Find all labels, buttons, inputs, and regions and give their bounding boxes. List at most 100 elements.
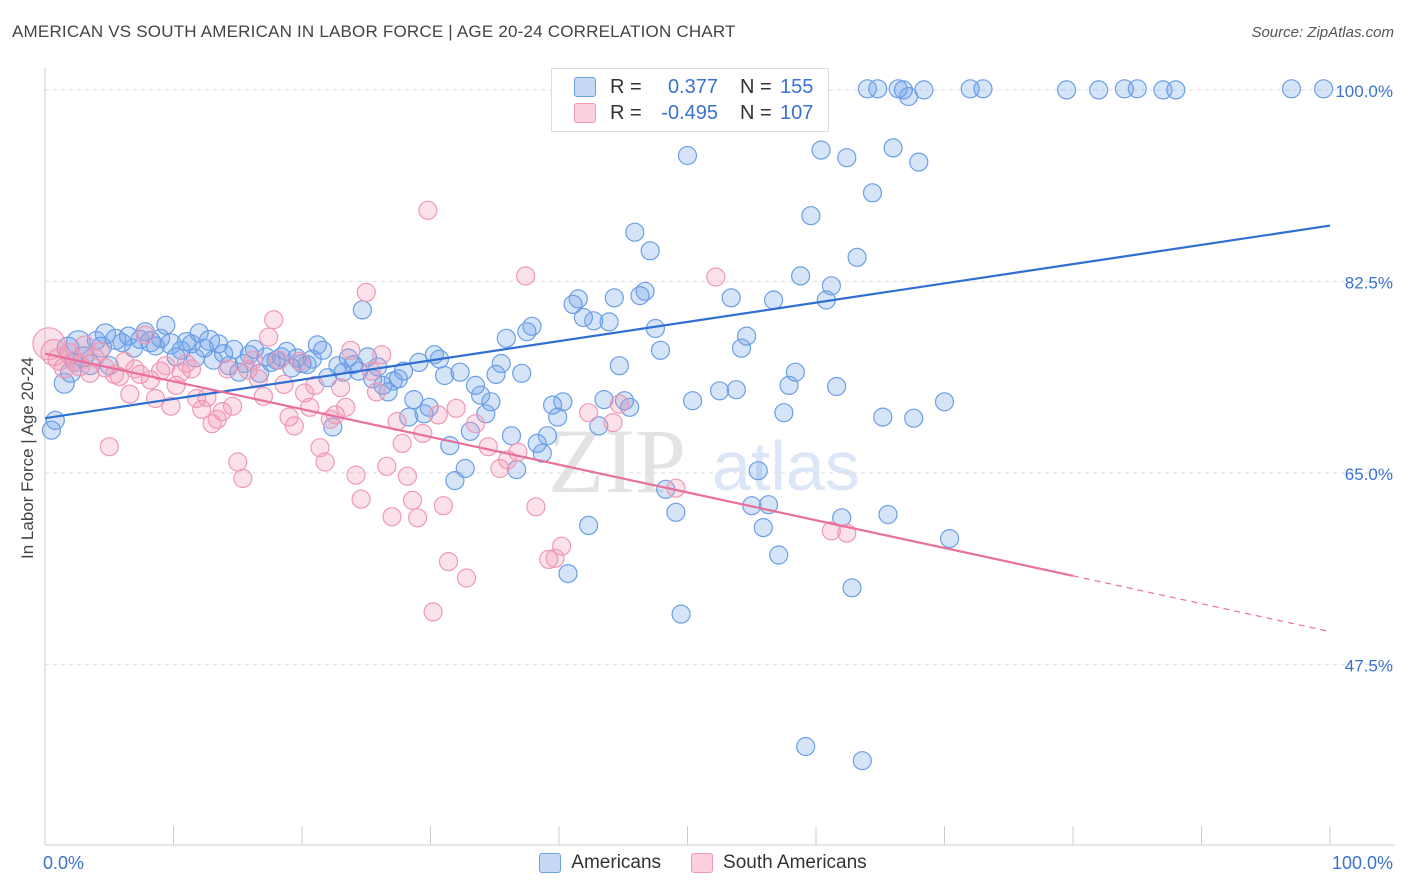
point-south-americans (310, 438, 330, 458)
series-label-south-americans: South Americans (723, 852, 867, 873)
point-americans (594, 390, 614, 410)
point-americans (65, 330, 92, 356)
point-americans (214, 344, 234, 364)
point-americans (1056, 80, 1077, 100)
point-south-americans (377, 456, 397, 476)
point-south-americans (151, 361, 171, 381)
point-americans (501, 426, 522, 446)
point-south-americans (366, 382, 387, 402)
point-south-americans (346, 465, 366, 485)
point-south-americans (176, 353, 196, 374)
point-americans (224, 339, 244, 359)
point-americans (801, 206, 821, 226)
point-americans (399, 407, 419, 427)
y-tick-label: 47.5% (1345, 656, 1393, 675)
point-south-americans (603, 413, 623, 433)
point-americans (481, 392, 501, 412)
point-south-americans (382, 507, 402, 527)
series-swatch-americans (539, 853, 562, 873)
point-south-americans (397, 466, 417, 486)
point-americans (883, 138, 903, 158)
point-south-americans (706, 267, 726, 287)
point-americans (914, 80, 934, 100)
x-tick-label: 0.0% (43, 853, 84, 873)
point-south-americans (284, 416, 304, 436)
point-americans (934, 392, 955, 412)
point-south-americans (508, 442, 528, 462)
legend-n-label: N = (740, 75, 772, 98)
point-south-americans (192, 399, 212, 419)
point-south-americans (341, 340, 361, 360)
point-americans (677, 145, 698, 166)
point-south-americans (578, 403, 599, 423)
legend-n-label: N = (740, 101, 772, 124)
y-tick-label: 65.0% (1345, 465, 1393, 484)
point-americans (640, 241, 660, 261)
point-south-americans (300, 397, 320, 417)
point-americans (847, 247, 867, 267)
point-americans (909, 152, 929, 172)
point-south-americans (331, 378, 351, 398)
point-south-americans (372, 345, 392, 365)
point-americans (352, 300, 372, 320)
point-south-americans (99, 437, 119, 457)
point-americans (666, 502, 686, 522)
point-americans (404, 390, 424, 410)
legend-r-value-south-americans: -0.495 (661, 101, 718, 124)
legend-row-americans: R = 0.377 N = 155 (574, 75, 813, 99)
point-south-americans (545, 548, 565, 568)
point-americans (763, 290, 784, 310)
point-americans (852, 751, 872, 771)
point-americans (465, 375, 486, 395)
point-americans (522, 316, 542, 336)
legend-box: R = 0.377 N = 155 R = -0.495 N = 107 (551, 68, 829, 132)
point-south-americans (408, 508, 428, 528)
point-south-americans (228, 452, 248, 472)
point-south-americans (161, 396, 181, 416)
point-americans (748, 461, 768, 481)
point-americans (650, 340, 671, 360)
y-axis-label: In Labor Force | Age 20-24 (18, 357, 37, 559)
point-south-americans (356, 282, 376, 302)
point-americans (821, 276, 842, 296)
series-label-americans: Americans (571, 852, 662, 873)
point-americans (450, 362, 470, 382)
trend-lines (44, 224, 1331, 633)
series-legend-south-americans: South Americans (691, 852, 867, 874)
point-south-americans (465, 414, 486, 434)
point-americans (904, 408, 924, 428)
point-americans (558, 563, 578, 584)
point-americans (837, 148, 857, 168)
point-americans (721, 288, 741, 308)
point-south-americans (289, 351, 309, 371)
point-south-americans (269, 350, 289, 370)
point-americans (156, 315, 176, 335)
series-legend: Americans South Americans (0, 852, 1406, 874)
point-south-americans (259, 327, 279, 347)
legend-r-label: R = (610, 75, 642, 98)
point-americans (486, 364, 506, 384)
point-americans (573, 307, 594, 328)
point-americans (609, 356, 630, 376)
point-south-americans (478, 437, 498, 457)
point-south-americans (90, 341, 110, 361)
point-south-americans (446, 398, 466, 418)
point-americans (1313, 79, 1334, 99)
source-note: Source: ZipAtlas.com (1251, 24, 1394, 41)
tick-labels: 100.0% 82.5% 65.0% 47.5% 0.0% 100.0% (43, 82, 1393, 873)
point-south-americans (295, 383, 315, 403)
point-americans (842, 578, 862, 598)
point-americans (537, 426, 558, 446)
point-americans (568, 289, 588, 309)
axes (44, 68, 1395, 846)
point-americans (512, 363, 532, 383)
point-south-americans (135, 325, 155, 345)
point-americans (471, 385, 491, 405)
point-americans (160, 333, 182, 355)
point-americans (584, 311, 604, 331)
trend-line-americans (44, 224, 1331, 420)
point-south-americans (418, 200, 438, 220)
trend-line-extension-south-americans (1072, 575, 1331, 633)
point-americans (893, 80, 914, 100)
